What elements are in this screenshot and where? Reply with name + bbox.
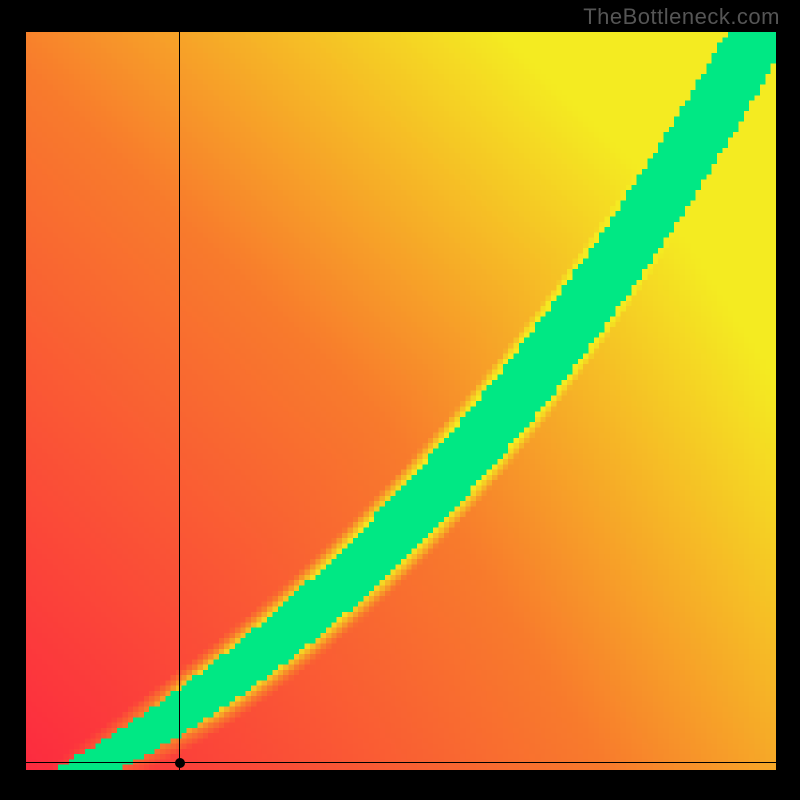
crosshair-vertical [179, 32, 180, 770]
crosshair-marker [175, 758, 185, 768]
watermark-text: TheBottleneck.com [583, 4, 780, 30]
heatmap-canvas [26, 32, 776, 770]
heatmap-plot-area [26, 32, 776, 770]
crosshair-horizontal [26, 762, 776, 763]
